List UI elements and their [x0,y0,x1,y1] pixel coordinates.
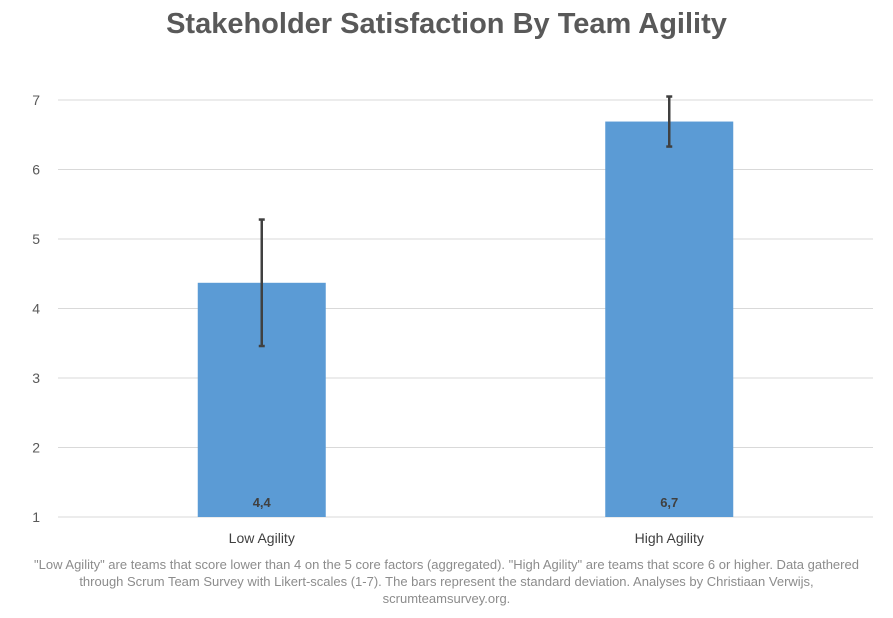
x-category-label: High Agility [635,530,704,546]
y-tick-label: 1 [32,509,40,525]
error-bar [666,95,673,148]
y-tick-label: 3 [32,370,40,386]
chart-title: Stakeholder Satisfaction By Team Agility [166,8,727,40]
error-bars [258,95,673,348]
data-labels: 4,4 6,7 [253,495,679,510]
error-bar [258,218,265,348]
bar [605,121,734,518]
x-category-label: Low Agility [229,530,295,546]
y-tick-label: 5 [32,231,40,247]
gridlines [58,99,873,518]
y-axis-ticks: 1 2 3 4 5 6 7 [32,92,40,525]
y-tick-label: 4 [32,301,40,317]
footnote: "Low Agility" are teams that score lower… [34,557,859,606]
bars [197,121,734,518]
y-tick-label: 7 [32,92,40,108]
x-axis-categories: Low Agility High Agility [229,530,704,546]
y-tick-label: 2 [32,440,40,456]
data-label: 6,7 [660,495,678,510]
chart-plot: 1 2 3 4 5 6 7 4,4 6,7 Low Agility High Agility [32,92,873,546]
data-label: 4,4 [253,495,272,510]
y-tick-label: 6 [32,162,40,178]
